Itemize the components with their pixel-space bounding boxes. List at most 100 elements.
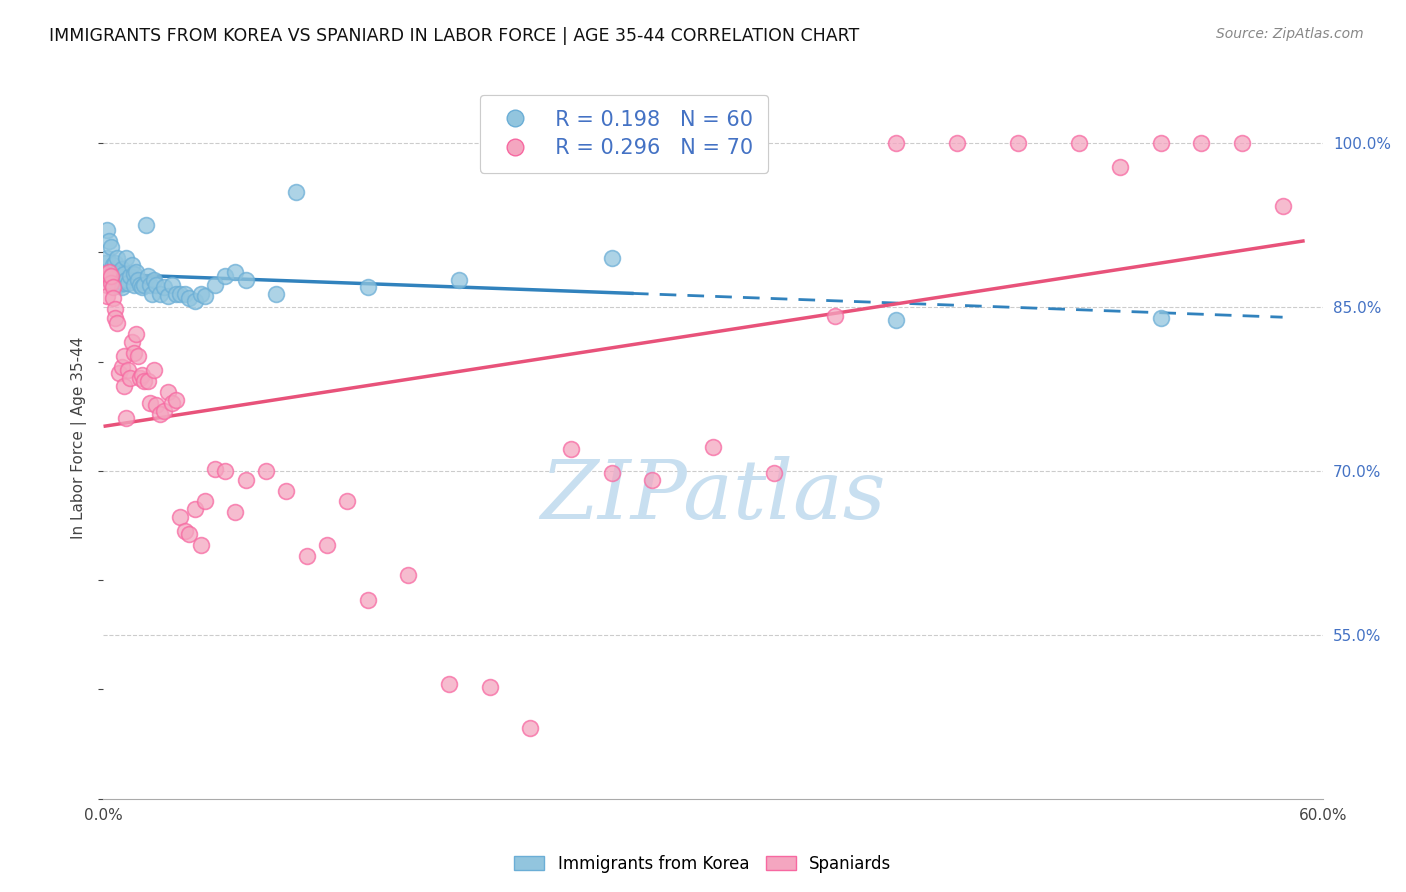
Point bbox=[396, 567, 419, 582]
Y-axis label: In Labor Force | Age 35-44: In Labor Force | Age 35-44 bbox=[72, 337, 87, 540]
Point bbox=[190, 538, 212, 552]
Point bbox=[1271, 199, 1294, 213]
Point bbox=[103, 291, 125, 305]
Point bbox=[190, 286, 212, 301]
Point bbox=[94, 256, 117, 270]
Point bbox=[884, 313, 907, 327]
Point bbox=[117, 363, 139, 377]
Point bbox=[235, 272, 257, 286]
Point bbox=[108, 366, 131, 380]
Point bbox=[117, 276, 139, 290]
Point bbox=[132, 278, 155, 293]
Point bbox=[145, 278, 167, 293]
Point bbox=[763, 466, 786, 480]
Point bbox=[641, 473, 664, 487]
Point bbox=[149, 407, 172, 421]
Point bbox=[131, 280, 153, 294]
Point bbox=[162, 396, 184, 410]
Point bbox=[194, 494, 217, 508]
Point bbox=[118, 371, 141, 385]
Point bbox=[122, 267, 145, 281]
Point bbox=[214, 269, 236, 284]
Point bbox=[169, 286, 191, 301]
Point bbox=[110, 261, 132, 276]
Point bbox=[1007, 136, 1029, 150]
Point bbox=[135, 218, 157, 232]
Point bbox=[114, 411, 136, 425]
Point bbox=[103, 280, 125, 294]
Point bbox=[285, 185, 308, 199]
Point bbox=[98, 267, 121, 281]
Point bbox=[110, 280, 132, 294]
Point bbox=[118, 269, 141, 284]
Text: Source: ZipAtlas.com: Source: ZipAtlas.com bbox=[1216, 27, 1364, 41]
Point bbox=[157, 385, 180, 400]
Point bbox=[214, 464, 236, 478]
Point bbox=[162, 278, 184, 293]
Point bbox=[128, 278, 150, 293]
Point bbox=[122, 346, 145, 360]
Point bbox=[104, 302, 127, 317]
Point bbox=[177, 291, 200, 305]
Point bbox=[108, 269, 131, 284]
Point bbox=[1149, 136, 1171, 150]
Point bbox=[204, 278, 226, 293]
Point bbox=[112, 267, 135, 281]
Point bbox=[103, 259, 125, 273]
Legend: Immigrants from Korea, Spaniards: Immigrants from Korea, Spaniards bbox=[508, 848, 898, 880]
Point bbox=[96, 289, 118, 303]
Point bbox=[254, 464, 277, 478]
Point bbox=[194, 289, 217, 303]
Point bbox=[98, 235, 121, 249]
Point bbox=[143, 363, 166, 377]
Point bbox=[128, 371, 150, 385]
Point bbox=[122, 278, 145, 293]
Point bbox=[104, 256, 127, 270]
Point bbox=[183, 294, 205, 309]
Point bbox=[96, 278, 118, 293]
Point bbox=[136, 269, 159, 284]
Point bbox=[295, 549, 318, 563]
Point bbox=[153, 404, 176, 418]
Point bbox=[560, 442, 582, 456]
Point bbox=[127, 272, 149, 286]
Point bbox=[100, 269, 122, 284]
Point bbox=[264, 286, 287, 301]
Point bbox=[139, 396, 162, 410]
Point bbox=[114, 251, 136, 265]
Point bbox=[165, 392, 187, 407]
Point bbox=[153, 280, 176, 294]
Point bbox=[107, 316, 129, 330]
Point bbox=[177, 527, 200, 541]
Point bbox=[884, 136, 907, 150]
Point bbox=[1230, 136, 1253, 150]
Point bbox=[173, 524, 195, 538]
Point bbox=[112, 378, 135, 392]
Point bbox=[824, 309, 846, 323]
Point bbox=[94, 267, 117, 281]
Point bbox=[103, 278, 125, 293]
Point bbox=[169, 509, 191, 524]
Point bbox=[132, 374, 155, 388]
Point bbox=[108, 278, 131, 293]
Point bbox=[600, 466, 623, 480]
Point bbox=[702, 440, 724, 454]
Point bbox=[104, 272, 127, 286]
Point bbox=[125, 265, 148, 279]
Point bbox=[139, 278, 162, 293]
Point bbox=[600, 251, 623, 265]
Point bbox=[107, 265, 129, 279]
Point bbox=[104, 310, 127, 325]
Point bbox=[112, 349, 135, 363]
Point bbox=[107, 278, 129, 293]
Point bbox=[131, 368, 153, 382]
Point bbox=[183, 502, 205, 516]
Point bbox=[478, 680, 501, 694]
Point bbox=[100, 272, 122, 286]
Point bbox=[356, 592, 378, 607]
Point bbox=[165, 286, 187, 301]
Point bbox=[114, 272, 136, 286]
Point bbox=[121, 334, 143, 349]
Point bbox=[136, 374, 159, 388]
Point bbox=[1149, 310, 1171, 325]
